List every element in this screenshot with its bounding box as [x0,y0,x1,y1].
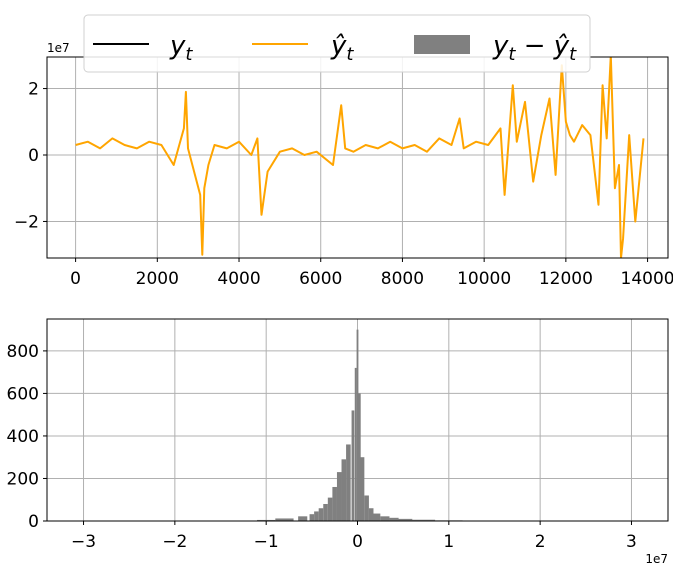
bottom-chart-x-tick-label: −3 [71,532,96,552]
bottom-chart-y-tick-label: 0 [28,512,39,532]
top-chart-x-tick-label: 0 [70,269,81,289]
bottom-chart-x-tick-label: 1 [443,532,454,552]
legend-label: yt − ŷt [492,31,577,65]
histogram-bar [332,486,337,521]
legend-label-minus: − [515,31,553,61]
top-chart-y-tick-label: −2 [14,212,39,232]
top-chart-x-tick-label: 6000 [299,269,342,289]
bottom-chart-y-tick-label: 400 [7,427,39,447]
top-chart-frame [46,56,669,259]
legend: yt ŷt yt − ŷt [83,14,591,73]
bottom-chart-y-tick-label: 800 [7,342,39,362]
histogram-bar [341,459,347,521]
histogram-bar [359,457,365,521]
top-chart-ticks: 0 2000 4000 6000 8000 10000 12000 14000 2 0 −2 [14,80,673,289]
top-chart-series-line [75,57,645,258]
bottom-chart-x-tick-label: 0 [352,532,363,552]
bottom-chart-bars [257,329,463,521]
histogram-bar [323,503,328,521]
histogram-bar [357,393,361,521]
legend-box [83,14,591,73]
top-chart-x-tick-label: 10000 [457,269,511,289]
legend-label-base: ŷ [553,31,570,61]
histogram-bar [407,519,436,521]
histogram-bar [371,513,381,521]
histogram-bar [318,508,324,521]
bottom-chart-y-tick-label: 200 [7,469,39,489]
histogram-bar [257,519,276,521]
top-chart-series [75,57,645,258]
legend-label: ŷt [330,31,354,65]
top-chart-x-tick-label: 4000 [217,269,260,289]
histogram-bar [298,516,308,521]
top-chart-y-tick-label: 2 [28,80,39,100]
histogram-bar [275,518,294,521]
legend-label-base: ŷ [330,31,347,61]
bottom-chart-x-tick-label: −2 [162,532,187,552]
top-chart-x-tick-label: 8000 [381,269,424,289]
histogram-bar [380,516,390,521]
bottom-chart-ticks: −3 −2 −1 0 1 2 3 0 200 400 600 800 [7,342,637,552]
histogram-bar [351,410,355,521]
legend-label-subscript: t [569,44,577,65]
legend-patch-handle [414,35,470,54]
top-chart-grid [47,57,668,258]
bottom-chart-y-tick-label: 600 [7,384,39,404]
bottom-chart-x-tick-label: −1 [254,532,279,552]
legend-label-base: y [492,31,509,61]
bottom-chart-x-tick-label: 2 [535,532,546,552]
histogram-bar [394,518,413,521]
histogram-bar [356,329,359,521]
bottom-chart-x-offset: 1e7 [645,552,668,566]
histogram-bar [364,495,369,521]
histogram-bar [336,472,342,521]
top-chart-y-offset: 1e7 [47,41,70,55]
histogram-bar [346,444,351,521]
top-chart-x-tick-label: 2000 [136,269,179,289]
legend-label-subscript: t [508,44,516,65]
legend-label-subscript: t [346,44,354,65]
top-chart-y-tick-label: 0 [28,146,39,166]
legend-label: yt [169,31,193,65]
top-chart-x-tick-label: 12000 [539,269,593,289]
histogram-bar [354,367,357,521]
top-chart-x-tick-label: 14000 [621,269,673,289]
histogram-bar [314,511,319,521]
histogram-bar [309,514,315,521]
legend-label-base: y [169,31,186,61]
bottom-chart-x-tick-label: 3 [626,532,637,552]
histogram-bar [327,497,333,521]
legend-label-subscript: t [185,44,193,65]
